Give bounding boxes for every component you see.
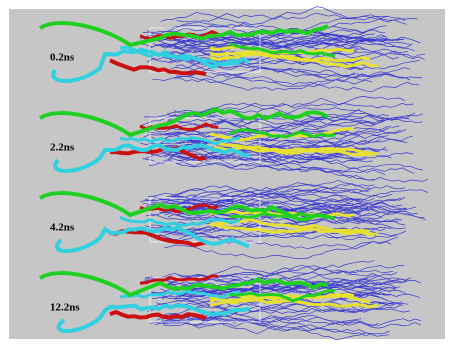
time-label: 0.2ns — [50, 52, 75, 64]
time-label: 12.2ns — [50, 302, 80, 314]
time-label: 4.2ns — [50, 222, 75, 234]
time-label: 2.2ns — [50, 142, 75, 154]
figure: 0.2ns 2.2ns 4.2ns 12.2ns — [0, 0, 453, 347]
